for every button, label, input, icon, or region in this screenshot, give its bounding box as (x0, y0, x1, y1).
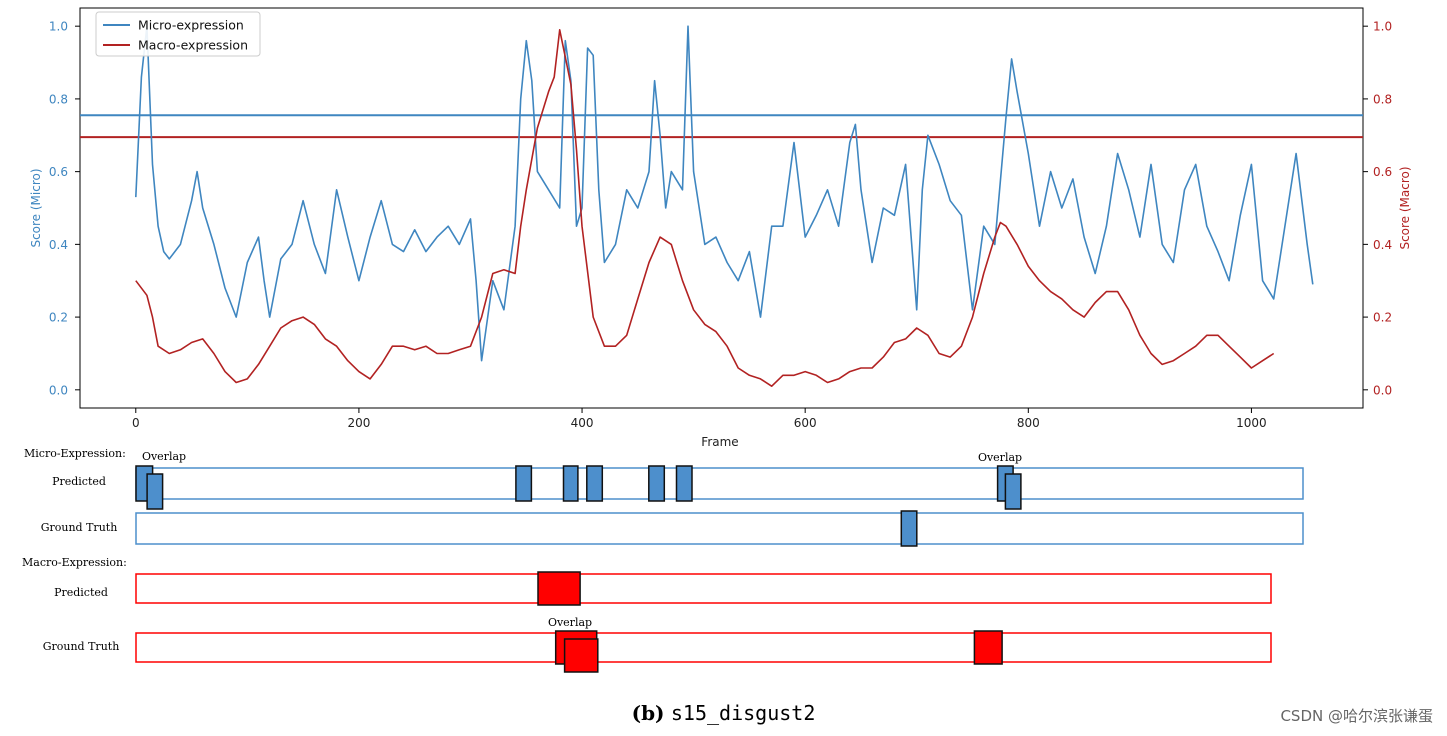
macro-ground-truth-track (135, 632, 1272, 663)
macro-ground-truth-interval (973, 630, 1003, 665)
right-y-axis: 0.0 0.2 0.4 0.6 0.8 1.0 (1363, 20, 1392, 397)
micro-predicted-interval (562, 465, 579, 502)
figure-caption: (b) s15_disgust2 (0, 701, 1447, 725)
left-tick-label: 0.6 (49, 165, 68, 179)
left-tick-label: 0.0 (49, 383, 68, 397)
left-tick-label: 1.0 (49, 20, 68, 34)
macro-ground-truth-label: Ground Truth (43, 640, 120, 653)
caption-label: (b) (631, 701, 665, 725)
left-tick-label: 0.4 (49, 238, 68, 252)
x-axis-label: Frame (701, 435, 738, 449)
right-tick-label: 0.4 (1373, 238, 1392, 252)
micro-predicted-interval (1004, 473, 1022, 510)
micro-predicted-interval (515, 465, 533, 502)
plot-frame (79, 7, 1364, 409)
right-tick-label: 0.2 (1373, 311, 1392, 325)
left-tick-label: 0.8 (49, 92, 68, 106)
right-tick-label: 0.6 (1373, 165, 1392, 179)
legend-label-micro: Micro-expression (138, 18, 244, 33)
x-tick-label: 0 (132, 416, 140, 430)
left-y-axis-label: Score (Micro) (29, 168, 43, 247)
series-line-micro (135, 25, 1314, 362)
micro-predicted-interval (675, 465, 693, 502)
micro-predicted-track (135, 467, 1304, 500)
series-line-macro (135, 28, 1275, 388)
x-axis: 0 200 400 600 800 1000 (132, 408, 1267, 430)
right-tick-label: 0.0 (1373, 383, 1392, 397)
overlap-annotation: Overlap (978, 451, 1022, 464)
micro-predicted-interval (648, 465, 666, 502)
macro-predicted-interval (537, 571, 581, 606)
macro-predicted-track (135, 573, 1272, 604)
macro-predicted-label: Predicted (54, 586, 108, 599)
legend-box (95, 11, 261, 57)
overlap-annotation: Overlap (548, 616, 592, 629)
right-y-axis-label: Score (Macro) (1398, 166, 1412, 249)
interval-blocks (135, 465, 1022, 673)
right-tick-label: 1.0 (1373, 20, 1392, 34)
micro-predicted-label: Predicted (52, 475, 106, 488)
plot-content (80, 25, 1363, 388)
left-tick-label: 0.2 (49, 311, 68, 325)
micro-ground-truth-label: Ground Truth (41, 521, 118, 534)
right-tick-label: 0.8 (1373, 92, 1392, 106)
x-tick-label: 1000 (1236, 416, 1267, 430)
timeline-diagram: Micro-Expression: Predicted Ground Truth… (22, 447, 1304, 673)
left-y-axis: 0.0 0.2 0.4 0.6 0.8 1.0 (49, 20, 80, 397)
legend-label-macro: Macro-expression (138, 38, 248, 53)
score-chart: 0 200 400 600 800 1000 0.0 0.2 0.4 0.6 0.8 1.0 0.0… (29, 7, 1412, 449)
x-tick-label: 800 (1017, 416, 1040, 430)
x-tick-label: 200 (347, 416, 370, 430)
micro-section-title: Micro-Expression: (24, 447, 126, 460)
micro-ground-truth-interval (900, 510, 918, 547)
x-tick-label: 400 (571, 416, 594, 430)
caption-name: s15_disgust2 (670, 701, 816, 725)
micro-ground-truth-track (135, 512, 1304, 545)
watermark: CSDN @哈尔滨张谦蛋 (1280, 707, 1433, 725)
micro-predicted-interval (146, 473, 164, 510)
x-tick-label: 600 (794, 416, 817, 430)
macro-ground-truth-interval (563, 638, 599, 673)
macro-section-title: Macro-Expression: (22, 556, 127, 569)
legend: Micro-expression Macro-expression (95, 11, 261, 57)
overlap-annotation: Overlap (142, 450, 186, 463)
micro-predicted-interval (586, 465, 604, 502)
